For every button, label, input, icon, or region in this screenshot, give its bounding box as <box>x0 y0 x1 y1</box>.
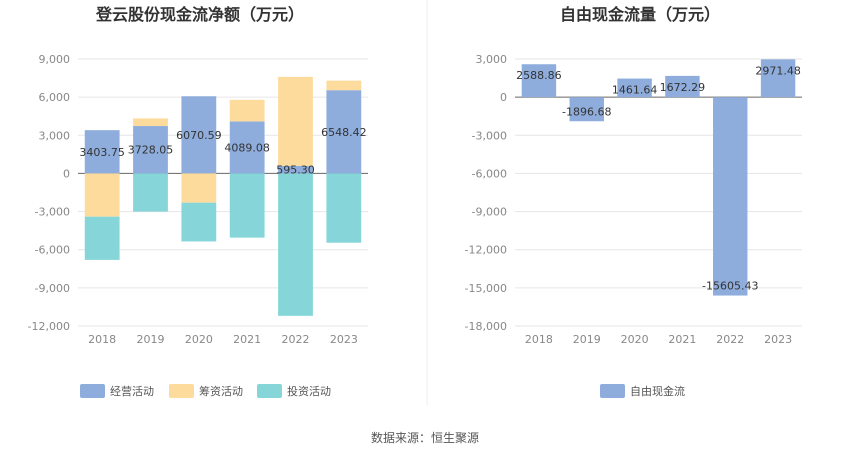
x-tick-label-0-4: 2022 <box>282 333 310 346</box>
legend-swatch-0-0 <box>80 384 105 398</box>
bar-0-经营活动-2019 <box>133 126 168 174</box>
y-tick-label-1-1: 0 <box>500 91 507 104</box>
bar-0-投资活动-2022 <box>278 173 313 316</box>
x-tick-label-1-3: 2021 <box>668 333 696 346</box>
x-tick-label-1-4: 2022 <box>716 333 744 346</box>
x-tick-label-1-5: 2023 <box>764 333 792 346</box>
x-tick-label-0-3: 2021 <box>233 333 261 346</box>
bar-1-自由现金流-2021 <box>665 75 700 98</box>
y-tick-label-0-0: 9,000 <box>39 53 71 66</box>
data-label-0-2023: 6548.42 <box>321 126 367 139</box>
data-label-0-2020: 6070.59 <box>176 129 222 142</box>
x-tick-label-1-1: 2019 <box>573 333 601 346</box>
data-label-1-2022: -15605.43 <box>702 280 758 293</box>
data-label-0-2018: 3403.75 <box>79 146 125 159</box>
bar-0-经营活动-2022 <box>278 165 313 174</box>
bar-0-投资活动-2023 <box>326 173 362 243</box>
y-tick-label-0-3: 0 <box>63 167 70 180</box>
legend-label-0-0: 经营活动 <box>110 384 154 398</box>
x-tick-label-0-5: 2023 <box>330 333 358 346</box>
bar-0-投资活动-2019 <box>133 173 168 212</box>
chart-title-0: 登云股份现金流净额（万元） <box>95 5 304 24</box>
legend-label-1-0: 自由现金流 <box>630 384 685 398</box>
data-label-1-2020: 1461.64 <box>612 84 658 97</box>
y-tick-label-1-7: -18,000 <box>465 320 507 333</box>
bar-0-筹资活动-2021 <box>229 99 265 122</box>
legend-swatch-0-2 <box>257 384 282 398</box>
data-label-1-2019: -1896.68 <box>562 105 611 118</box>
x-tick-label-0-2: 2020 <box>185 333 213 346</box>
bar-0-经营活动-2020 <box>181 96 217 174</box>
bar-1-自由现金流-2022 <box>713 97 748 296</box>
bar-0-经营活动-2018 <box>84 130 120 174</box>
legend-swatch-0-1 <box>169 384 194 398</box>
x-tick-label-0-1: 2019 <box>137 333 165 346</box>
x-tick-label-1-0: 2018 <box>525 333 553 346</box>
data-label-1-2018: 2588.86 <box>516 69 562 82</box>
bar-0-经营活动-2023 <box>326 90 362 174</box>
y-tick-label-1-5: -12,000 <box>465 244 507 257</box>
y-tick-label-0-4: -3,000 <box>35 206 70 219</box>
y-tick-label-1-0: 3,000 <box>476 53 508 66</box>
y-tick-label-0-5: -6,000 <box>35 244 70 257</box>
bar-1-自由现金流-2018 <box>521 64 557 98</box>
y-tick-label-0-1: 6,000 <box>39 91 71 104</box>
y-tick-label-0-2: 3,000 <box>39 129 71 142</box>
y-tick-label-1-2: -3,000 <box>472 129 507 142</box>
y-tick-label-1-3: -6,000 <box>472 167 507 180</box>
data-label-0-2022: 595.30 <box>276 164 315 177</box>
bar-0-投资活动-2018 <box>84 216 120 260</box>
y-tick-label-0-7: -12,000 <box>28 320 70 333</box>
bar-1-自由现金流-2023 <box>760 59 796 98</box>
bar-0-经营活动-2021 <box>229 121 265 174</box>
legend-label-0-1: 筹资活动 <box>199 384 243 398</box>
data-label-0-2021: 4089.08 <box>224 141 270 154</box>
source-note: 数据来源：恒生聚源 <box>371 430 479 445</box>
bar-1-自由现金流-2020 <box>617 78 652 98</box>
bar-1-自由现金流-2019 <box>569 97 604 122</box>
x-tick-label-1-2: 2020 <box>621 333 649 346</box>
y-tick-label-0-6: -9,000 <box>35 282 70 295</box>
bar-0-投资活动-2021 <box>229 173 265 238</box>
legend-swatch-1-0 <box>600 384 625 398</box>
legend-label-0-2: 投资活动 <box>287 384 331 398</box>
bar-0-投资活动-2020 <box>181 202 217 242</box>
y-tick-label-1-6: -15,000 <box>465 282 507 295</box>
bar-0-筹资活动-2019 <box>133 118 168 127</box>
bar-0-筹资活动-2018 <box>84 173 120 217</box>
x-tick-label-0-0: 2018 <box>88 333 116 346</box>
data-label-1-2023: 2971.48 <box>755 64 801 77</box>
y-tick-label-1-4: -9,000 <box>472 206 507 219</box>
data-label-0-2019: 3728.05 <box>128 144 174 157</box>
bar-0-筹资活动-2022 <box>278 76 313 166</box>
bar-0-筹资活动-2020 <box>181 173 217 203</box>
chart-title-1: 自由现金流量（万元） <box>560 5 720 24</box>
bar-0-筹资活动-2023 <box>326 80 362 91</box>
data-label-1-2021: 1672.29 <box>660 81 706 94</box>
